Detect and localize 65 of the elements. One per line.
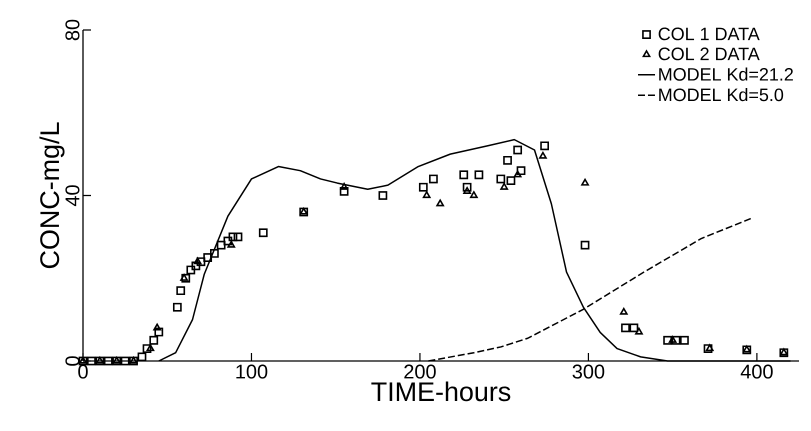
point [668,336,677,343]
point [172,302,182,312]
point [620,308,628,315]
point [503,156,512,165]
point [120,356,130,366]
point [224,236,232,246]
y-axis-title: CONC-mg/L [39,122,65,268]
point [470,191,478,198]
point [539,152,547,159]
point [516,166,526,176]
point [513,146,522,154]
point [142,344,152,353]
point [742,345,751,352]
point [422,191,431,198]
point [580,240,590,250]
point [742,345,752,354]
y-tick-label: 40 [65,185,80,206]
legend-label: MODEL Kd=21.2 [659,68,793,81]
point [191,261,200,270]
x-tick-label: 100 [236,364,268,379]
point [436,199,444,206]
point [581,178,589,186]
y-tick-label: 0 [65,356,80,366]
point [780,348,788,356]
point [704,344,712,353]
point [176,286,186,296]
y-tick-label: 80 [65,20,80,40]
x-axis-title: TIME-hours [371,381,510,402]
point [635,328,643,335]
point [378,191,388,200]
point [196,257,206,266]
point [216,240,226,250]
point [418,182,428,192]
point [258,228,268,238]
point [340,186,349,196]
point [779,348,788,358]
point [706,344,714,352]
point [540,141,550,150]
point [463,186,472,194]
point [429,174,438,184]
point [459,170,468,180]
point [87,356,96,366]
point [138,352,146,362]
legend-label: COL 2 DATA [658,48,760,60]
point [210,249,219,258]
point [514,170,522,178]
point [474,170,484,180]
point [154,328,164,336]
point [630,324,638,332]
point [203,253,212,262]
x-tick-label: 400 [740,364,773,379]
point [680,336,689,345]
x-tick-label: 300 [572,364,604,379]
point [462,182,472,192]
point [153,324,162,330]
point [340,182,348,190]
point [496,174,506,184]
legend-label: MODEL Kd=5.0 [659,88,784,102]
point [104,356,113,366]
point [621,324,630,332]
x-tick-label: 200 [404,364,436,379]
legend-label: COL 1 DATA [658,28,760,40]
point [194,257,202,264]
point [672,336,680,345]
point [663,336,672,345]
